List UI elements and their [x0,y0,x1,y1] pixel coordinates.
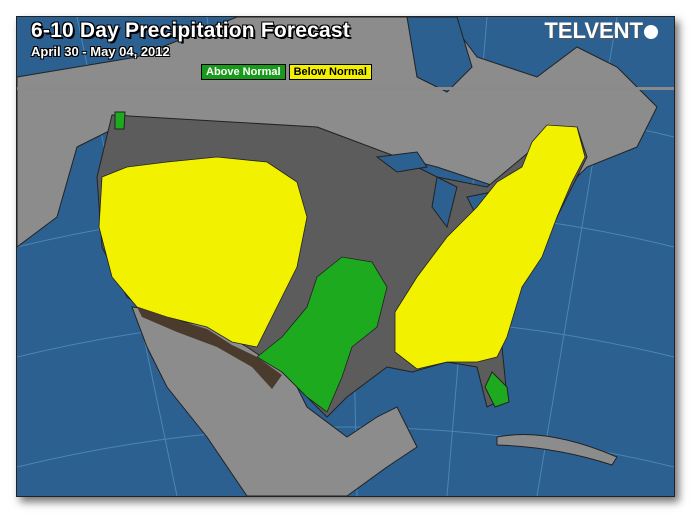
below-normal-east[interactable] [394,124,586,370]
logo-text: TELVENT [544,18,643,43]
page-title: 6-10 Day Precipitation Forecast [31,19,350,42]
above-normal-florida[interactable] [484,371,510,408]
map-top-divider [17,87,674,90]
cuba-land [496,434,618,466]
above-normal-south-central[interactable] [256,256,388,413]
legend-below-normal: Below Normal [288,64,372,80]
below-normal-west[interactable] [98,156,308,348]
telvent-logo: TELVENT [544,18,658,44]
map-frame: 6-10 Day Precipitation Forecast April 30… [16,16,675,497]
dry-border-region [137,307,282,389]
legend: Above Normal Below Normal [201,64,372,80]
hudson-bay [406,17,473,93]
precipitation-map[interactable] [17,17,674,496]
dtn-logo-icon [644,25,658,40]
date-range: April 30 - May 04, 2012 [31,44,170,59]
legend-above-normal: Above Normal [201,64,286,80]
above-normal-washington[interactable] [114,111,126,130]
